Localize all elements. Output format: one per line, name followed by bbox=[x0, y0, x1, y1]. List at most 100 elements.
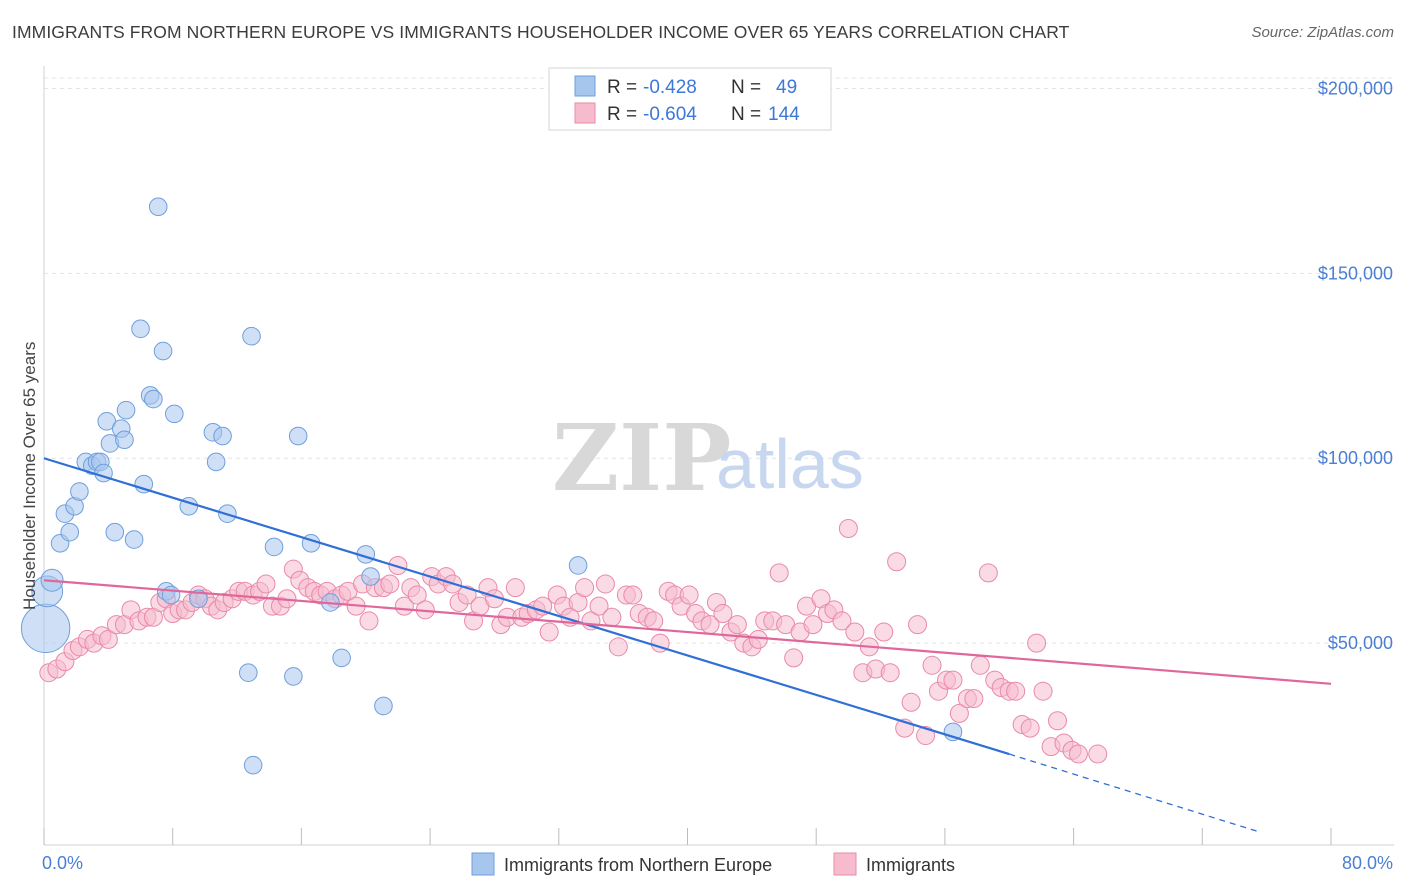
y-tick-label-0: $50,000 bbox=[1328, 633, 1393, 653]
northern-europe-point-47 bbox=[568, 556, 588, 575]
immigrants-point-67 bbox=[505, 578, 525, 598]
immigrants-point-114 bbox=[832, 611, 852, 631]
grid-lines bbox=[44, 77, 1394, 644]
legend-r-value-1: -0.428 bbox=[643, 77, 697, 98]
bottom-legend-label-blue: Immigrants from Northern Europe bbox=[504, 855, 772, 875]
immigrants-point-97 bbox=[713, 604, 733, 624]
y-tick-label-1: $100,000 bbox=[1318, 448, 1393, 468]
watermark: ZIP atlas bbox=[552, 404, 864, 512]
x-tick-label-max: 80.0% bbox=[1342, 853, 1393, 873]
northern-europe-point-35 bbox=[239, 663, 258, 683]
immigrants-point-139 bbox=[1006, 681, 1026, 701]
legend-r-label-2: R = bbox=[607, 104, 637, 125]
chart-title: IMMIGRANTS FROM NORTHERN EUROPE VS IMMIG… bbox=[12, 22, 1070, 42]
y-tick-labels: $50,000 $100,000 $150,000 $200,000 bbox=[1318, 78, 1393, 653]
immigrants-point-50 bbox=[388, 555, 408, 575]
watermark-zip: ZIP bbox=[552, 404, 731, 512]
northern-europe-point-46 bbox=[374, 696, 393, 716]
x-tick-label-min: 0.0% bbox=[42, 853, 83, 873]
northern-europe-point-36 bbox=[242, 326, 261, 346]
immigrants-point-79 bbox=[589, 596, 609, 616]
legend-swatch-pink bbox=[574, 102, 596, 124]
legend-r-value-2: -0.604 bbox=[643, 104, 697, 125]
immigrants-point-105 bbox=[769, 563, 789, 583]
trend-line-immigrants bbox=[43, 579, 1332, 685]
northern-europe-point-24 bbox=[148, 197, 168, 217]
northern-europe-point-5 bbox=[60, 522, 80, 542]
immigrants-point-125 bbox=[908, 615, 928, 635]
y-tick-label-2: $150,000 bbox=[1318, 263, 1393, 283]
northern-europe-point-43 bbox=[332, 648, 351, 668]
immigrants-point-72 bbox=[539, 622, 559, 642]
immigrants-point-46 bbox=[359, 611, 379, 631]
x-tick-labels: 0.0% 80.0% bbox=[42, 853, 1393, 873]
immigrants-point-131 bbox=[949, 703, 969, 723]
immigrants-point-31 bbox=[256, 574, 276, 594]
northern-europe-point-13 bbox=[97, 411, 117, 431]
axes bbox=[43, 66, 1394, 846]
immigrants-point-107 bbox=[784, 648, 804, 668]
northern-europe-point-30 bbox=[189, 589, 208, 609]
immigrants-point-141 bbox=[1020, 718, 1040, 738]
bottom-legend: Immigrants from Northern Europe Immigran… bbox=[471, 852, 955, 876]
immigrants-point-120 bbox=[874, 622, 894, 642]
northern-europe-point-20 bbox=[131, 319, 150, 339]
northern-europe-point-23 bbox=[144, 389, 163, 409]
y-tick-label-3: $200,000 bbox=[1318, 78, 1393, 98]
bottom-legend-swatch-pink bbox=[833, 852, 857, 876]
legend-n-value-1: 49 bbox=[776, 77, 797, 98]
northern-europe-point-28 bbox=[165, 404, 184, 424]
immigrants-point-148 bbox=[1068, 744, 1088, 764]
trend-lines bbox=[43, 457, 1332, 833]
legend-swatch-blue bbox=[574, 75, 596, 97]
immigrants-point-116 bbox=[845, 622, 865, 642]
immigrants-point-102 bbox=[748, 629, 768, 649]
northern-europe-point-37 bbox=[243, 755, 263, 775]
immigrants-point-134 bbox=[970, 655, 990, 675]
legend-n-label-1: N = bbox=[731, 77, 761, 98]
immigrants-point-99 bbox=[727, 615, 747, 635]
immigrants-point-143 bbox=[1033, 681, 1053, 701]
immigrants-point-60 bbox=[457, 585, 477, 605]
immigrants-point-82 bbox=[608, 637, 628, 657]
immigrants-point-122 bbox=[887, 552, 907, 572]
immigrants-point-110 bbox=[803, 615, 823, 635]
immigrants-point-87 bbox=[644, 611, 664, 631]
watermark-atlas: atlas bbox=[716, 425, 864, 503]
immigrants-point-80 bbox=[595, 574, 615, 594]
northern-europe-point-7 bbox=[70, 482, 89, 501]
northern-europe-point-25 bbox=[153, 341, 173, 361]
northern-europe-point-19 bbox=[124, 530, 144, 549]
trend-line-northern-europe bbox=[43, 457, 1010, 756]
trend-line-northern-europe-extension bbox=[1009, 753, 1259, 833]
immigrants-point-130 bbox=[943, 670, 963, 690]
legend-n-label-2: N = bbox=[731, 104, 761, 125]
legend: R = -0.428 N = 49 R = -0.604 N = 144 bbox=[548, 67, 832, 131]
legend-r-label-1: R = bbox=[607, 77, 637, 98]
immigrants-point-49 bbox=[380, 574, 400, 594]
immigrants-point-92 bbox=[679, 585, 699, 605]
immigrants-point-142 bbox=[1027, 633, 1047, 653]
northern-europe-point-33 bbox=[213, 426, 232, 446]
legend-n-value-2: 144 bbox=[768, 104, 800, 125]
northern-europe-point-45 bbox=[361, 567, 380, 586]
bottom-legend-swatch-blue bbox=[471, 852, 495, 876]
immigrants-point-121 bbox=[880, 663, 900, 683]
northern-europe-point-17 bbox=[115, 430, 134, 450]
northern-europe-point-38 bbox=[264, 537, 284, 557]
immigrants-point-124 bbox=[901, 692, 921, 712]
immigrants-point-145 bbox=[1048, 711, 1068, 731]
bottom-legend-label-pink: Immigrants bbox=[866, 855, 955, 875]
northern-europe-point-40 bbox=[288, 426, 308, 446]
immigrants-point-115 bbox=[838, 518, 858, 538]
source-label: Source: ZipAtlas.com bbox=[1251, 24, 1394, 41]
northern-europe-point-15 bbox=[105, 522, 125, 542]
immigrants-point-127 bbox=[922, 655, 942, 675]
northern-europe-point-0 bbox=[20, 603, 71, 654]
northern-europe-point-32 bbox=[206, 452, 226, 472]
immigrants-point-149 bbox=[1088, 744, 1108, 764]
immigrants-point-135 bbox=[978, 563, 998, 583]
immigrants-point-84 bbox=[623, 585, 643, 605]
northern-europe-point-39 bbox=[284, 667, 303, 686]
immigrants-point-126 bbox=[916, 726, 936, 746]
